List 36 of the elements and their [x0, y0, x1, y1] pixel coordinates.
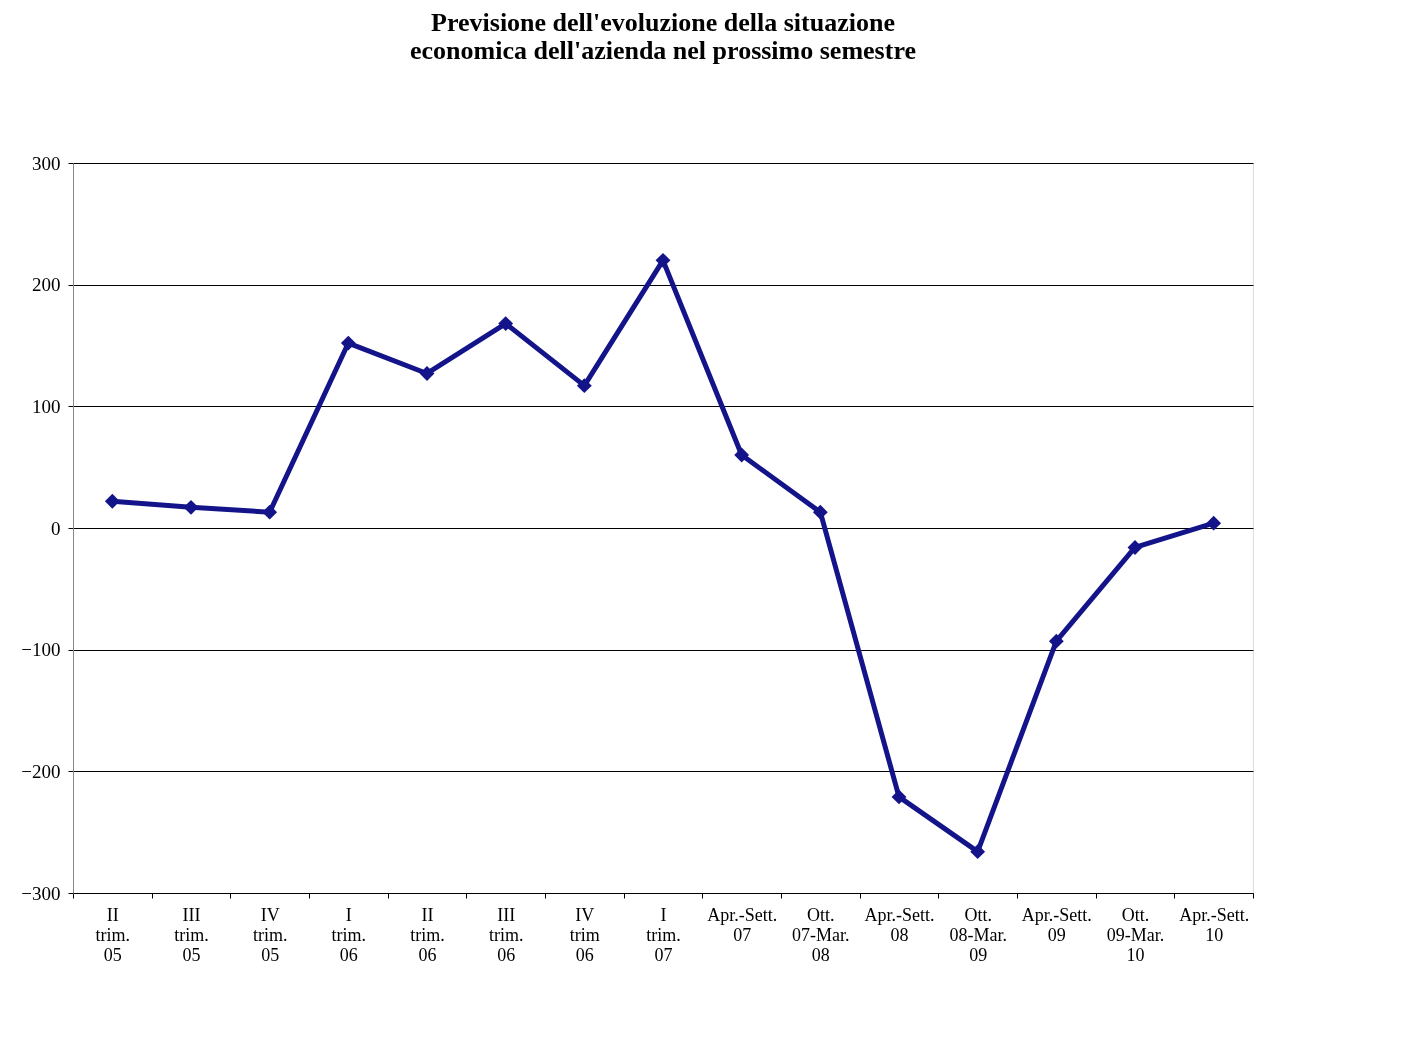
- point: [262, 504, 278, 520]
- y-tick-label: 0: [51, 517, 61, 539]
- y-tick-label: 100: [32, 395, 61, 417]
- point: [340, 335, 356, 351]
- y-tick-label: −200: [21, 760, 61, 782]
- x-tick-label: IV trim. 05: [252, 904, 288, 965]
- point: [970, 844, 986, 860]
- x-tick-label: IV trim 06: [569, 904, 600, 965]
- y-tick-label: 300: [32, 152, 61, 174]
- point: [734, 447, 750, 463]
- point: [1206, 515, 1222, 531]
- x-tick-label: Apr.-Sett. 07: [707, 904, 778, 945]
- x-tick-label: II trim. 05: [95, 904, 131, 965]
- x-tick-label: Ott. 08-Mar. 09: [949, 904, 1007, 965]
- point: [812, 504, 828, 520]
- point: [183, 499, 199, 515]
- x-tick-label: Ott. 07-Mar. 08: [792, 904, 850, 965]
- x-tick-label: III trim. 06: [488, 904, 524, 965]
- x-tick-label: III trim. 05: [174, 904, 209, 965]
- x-tick-label: Apr.-Sett. 09: [1021, 904, 1092, 945]
- point: [891, 789, 907, 805]
- chart-title: Previsione dell'evoluzione della situazione economica dell'azienda nel prossimo semestre: [410, 8, 916, 65]
- point: [104, 493, 120, 509]
- y-tick-label: −300: [21, 882, 61, 904]
- point: [655, 252, 671, 268]
- x-tick-label: Ott. 09-Mar. 10: [1106, 904, 1165, 965]
- y-tick-label: 200: [32, 274, 61, 296]
- x-tick-label: Apr.-Sett. 10: [1179, 904, 1250, 945]
- x-tick-label: Apr.-Sett. 08: [864, 904, 935, 945]
- y-tick-label: −100: [21, 639, 61, 661]
- point: [498, 316, 514, 332]
- x-tick-label: II trim. 06: [410, 904, 445, 965]
- point: [1048, 633, 1064, 649]
- x-tick-label: I trim. 06: [331, 904, 367, 965]
- x-tick-label: I trim. 07: [646, 904, 681, 965]
- point: [576, 378, 592, 394]
